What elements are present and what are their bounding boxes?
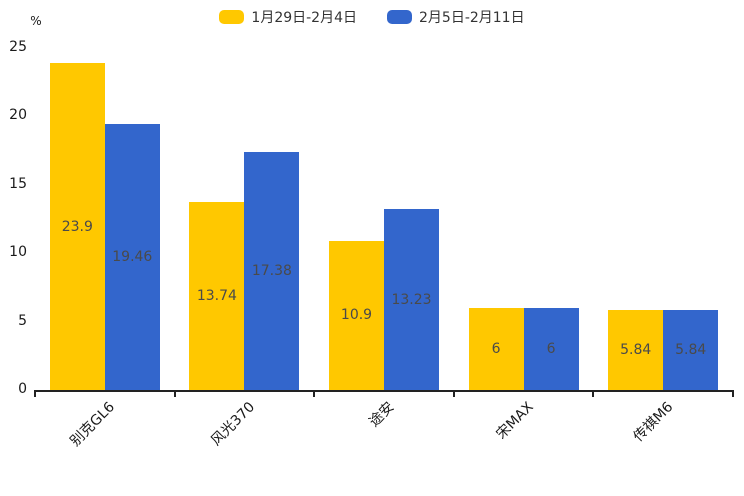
- y-tick-label: 0: [18, 381, 27, 397]
- bar-value-label: 23.9: [61, 218, 93, 235]
- x-axis-tick: [592, 390, 595, 397]
- bar-value-label: 13.74: [196, 288, 237, 305]
- legend-label-week2: 2月5日-2月11日: [419, 10, 525, 26]
- bar: 6: [468, 307, 524, 390]
- x-axis-tick: [173, 390, 176, 397]
- category-label: 途安: [366, 399, 398, 431]
- legend-swatch-yellow-icon: [219, 10, 245, 24]
- plot-area: 23.9 13.74 10.9 6 5.84 19.46 17.38 13.23 6 5.84: [35, 48, 733, 392]
- x-axis-tick: [313, 390, 316, 397]
- category-label: 宋MAX: [493, 399, 538, 443]
- y-tick-label: 10: [9, 244, 27, 261]
- bar: 23.9: [49, 63, 105, 390]
- x-axis-tick: [452, 390, 455, 397]
- bar: 13.23: [384, 209, 439, 390]
- bar-value-label: 6: [491, 340, 501, 357]
- bar: 5.84: [608, 310, 664, 390]
- category-label: 风光370: [207, 399, 258, 450]
- legend-label-week1: 1月29日-2月4日: [251, 10, 357, 26]
- legend: 1月29日-2月4日 2月5日-2月11日: [0, 7, 744, 27]
- y-tick-label: 20: [9, 107, 27, 124]
- bar-value-label: 10.9: [340, 307, 373, 324]
- legend-item-week1[interactable]: 1月29日-2月4日: [219, 7, 357, 27]
- legend-item-week2[interactable]: 2月5日-2月11日: [387, 7, 525, 27]
- bar-value-label: 6: [546, 340, 556, 357]
- bar-value-label: 17.38: [251, 263, 292, 280]
- y-axis-unit-label: %: [30, 14, 42, 28]
- bar: 5.84: [663, 310, 719, 390]
- bar: 19.46: [104, 123, 160, 390]
- x-axis-tick: [34, 390, 36, 397]
- bar: 10.9: [329, 240, 384, 390]
- bar: 13.74: [189, 202, 245, 390]
- legend-swatch-blue-icon: [387, 10, 412, 24]
- category-label: 传祺M6: [630, 399, 677, 446]
- bar: 17.38: [244, 152, 300, 390]
- category-label: 别克GL6: [67, 399, 119, 450]
- bar-value-label: 19.46: [112, 248, 153, 265]
- bar-value-label: 13.23: [391, 291, 432, 308]
- y-tick-label: 15: [9, 175, 27, 192]
- bar-value-label: 5.84: [675, 342, 707, 359]
- bar-value-label: 5.84: [620, 342, 652, 359]
- bar: 6: [523, 307, 579, 390]
- y-tick-label: 5: [18, 312, 27, 329]
- x-axis-tick: [732, 390, 734, 397]
- y-tick-label: 25: [9, 39, 27, 55]
